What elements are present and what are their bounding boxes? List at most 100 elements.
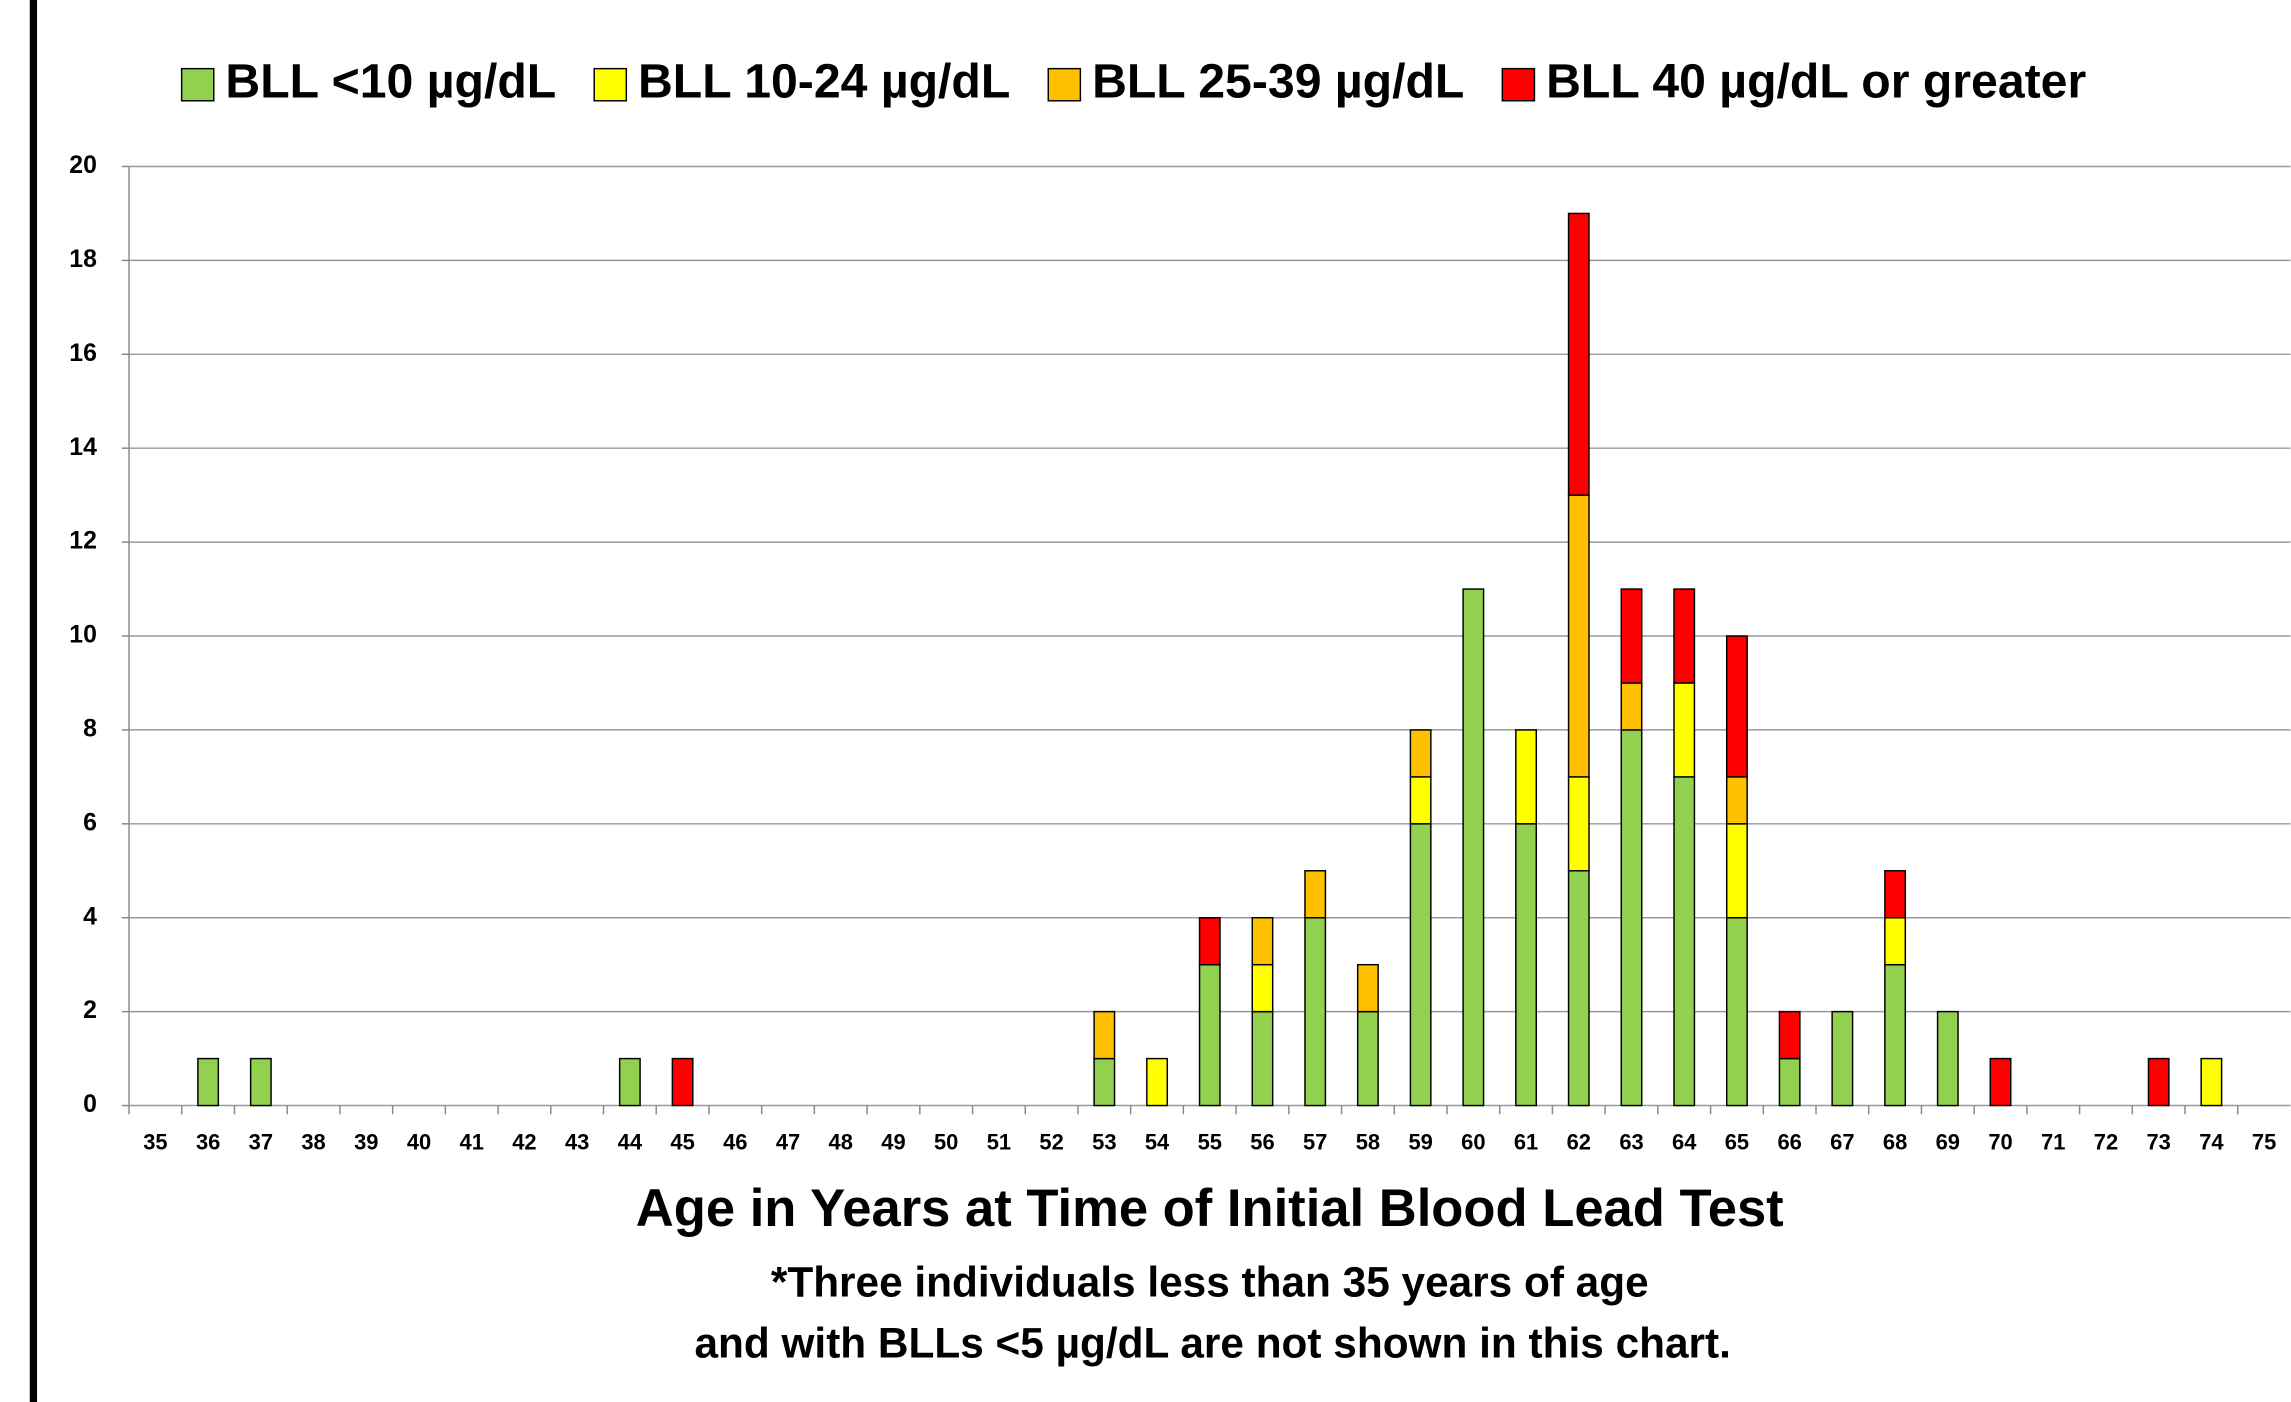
bar-segment [1251,1010,1274,1107]
x-axis-label: Age in Years at Time of Initial Blood Le… [636,1179,1784,1238]
y-tick-label: 8 [83,715,97,742]
x-tick-label: 64 [1672,1129,1697,1154]
x-tick-label: 70 [1988,1129,2012,1154]
bar-segment [618,1057,641,1107]
x-tick-label: 50 [934,1129,958,1154]
x-tick-label: 54 [1145,1129,1170,1154]
bar-segment [1884,870,1907,919]
y-tick-label: 20 [69,152,97,179]
bar-segment [1567,494,1590,778]
x-tick-label: 43 [565,1129,589,1154]
bar-segment [1620,682,1643,731]
y-tick-label: 2 [83,997,97,1024]
bar-segment [1356,963,1379,1013]
bar-segment [1304,870,1327,919]
x-tick-label: 57 [1303,1129,1327,1154]
bar-segment [1673,588,1696,684]
x-tick-label: 73 [2146,1129,2170,1154]
bar-segment [1515,729,1538,825]
bar-segment [1409,823,1432,1107]
x-tick-label: 47 [776,1129,800,1154]
x-tick-label: 71 [2041,1129,2065,1154]
bar-segment [1725,635,1748,778]
x-tick-label: 68 [1883,1129,1907,1154]
legend-label: BLL 25-39 µg/dL [1092,54,1464,108]
x-tick-label: 45 [670,1129,694,1154]
bar-segment [2200,1057,2223,1107]
x-tick-label: 61 [1514,1129,1538,1154]
bar-segment [1251,963,1274,1013]
x-tick-label: 40 [407,1129,431,1154]
bar-segment [2147,1057,2170,1107]
y-tick-label: 12 [69,528,97,555]
x-tick-label: 67 [1830,1129,1854,1154]
bar-segment [1936,1010,1959,1107]
x-tick-label: 42 [512,1129,536,1154]
bar-segment [1884,963,1907,1107]
bar-segment [1567,212,1590,496]
legend-swatch [593,67,628,102]
y-tick-label: 14 [69,434,97,461]
legend-swatch [180,67,215,102]
bar-segment [1567,776,1590,872]
x-tick-label: 56 [1250,1129,1274,1154]
x-tick-label: 44 [618,1129,643,1154]
annotation: and with BLLs <5 µg/dL are not shown in … [694,1320,1730,1367]
bar-segment [1620,729,1643,1107]
bar-segment [1409,776,1432,825]
y-tick-label: 4 [83,903,97,930]
bar-segment [1093,1010,1116,1060]
x-tick-label: 58 [1356,1129,1380,1154]
x-tick-label: 74 [2199,1129,2224,1154]
bar-segment [1725,776,1748,825]
frame-border [29,0,38,1402]
x-tick-label: 62 [1567,1129,1591,1154]
x-tick-label: 38 [301,1129,325,1154]
x-tick-label: 52 [1039,1129,1063,1154]
legend-swatch [1047,67,1082,102]
bar-segment [1778,1010,1801,1060]
legend-label: BLL 40 µg/dL or greater [1546,54,2086,108]
bar-segment [671,1057,694,1107]
bar-segment [1304,916,1327,1107]
x-tick-label: 36 [196,1129,220,1154]
bar-segment [1251,916,1274,966]
x-tick-label: 66 [1777,1129,1801,1154]
y-tick-label: 10 [69,622,97,649]
x-tick-label: 37 [249,1129,273,1154]
bar-segment [1620,588,1643,684]
bar-segment [1725,916,1748,1107]
bar-segment [1989,1057,2012,1107]
x-tick-label: 53 [1092,1129,1116,1154]
bar-segment [1567,870,1590,1107]
bar-segment [1673,776,1696,1107]
bar-segment [1093,1057,1116,1107]
bar-segment [1198,963,1221,1107]
bar-segment [1778,1057,1801,1107]
legend-swatch [1501,67,1536,102]
y-tick-label: 0 [83,1091,97,1118]
bar-segment [1146,1057,1168,1107]
x-tick-label: 75 [2252,1129,2276,1154]
legend-label: BLL 10-24 µg/dL [638,54,1010,108]
x-tick-label: 46 [723,1129,747,1154]
x-tick-label: 59 [1408,1129,1432,1154]
y-tick-label: 6 [83,809,97,836]
bar-segment [1831,1010,1854,1107]
bar-segment [1515,823,1538,1107]
annotation: *Three individuals less than 35 years of… [771,1258,1649,1305]
bar-segment [1409,729,1432,778]
x-tick-label: 63 [1619,1129,1643,1154]
x-tick-label: 55 [1198,1129,1222,1154]
legend-label: BLL <10 µg/dL [225,54,556,108]
x-tick-label: 60 [1461,1129,1485,1154]
bar-segment [1884,916,1907,966]
x-tick-label: 41 [460,1129,484,1154]
y-tick-label: 18 [69,246,97,273]
bar-segment [1673,682,1696,778]
x-tick-label: 35 [143,1129,167,1154]
x-tick-label: 48 [829,1129,853,1154]
y-tick-label: 16 [69,340,97,367]
bar-segment [1725,823,1748,919]
x-tick-label: 69 [1936,1129,1960,1154]
